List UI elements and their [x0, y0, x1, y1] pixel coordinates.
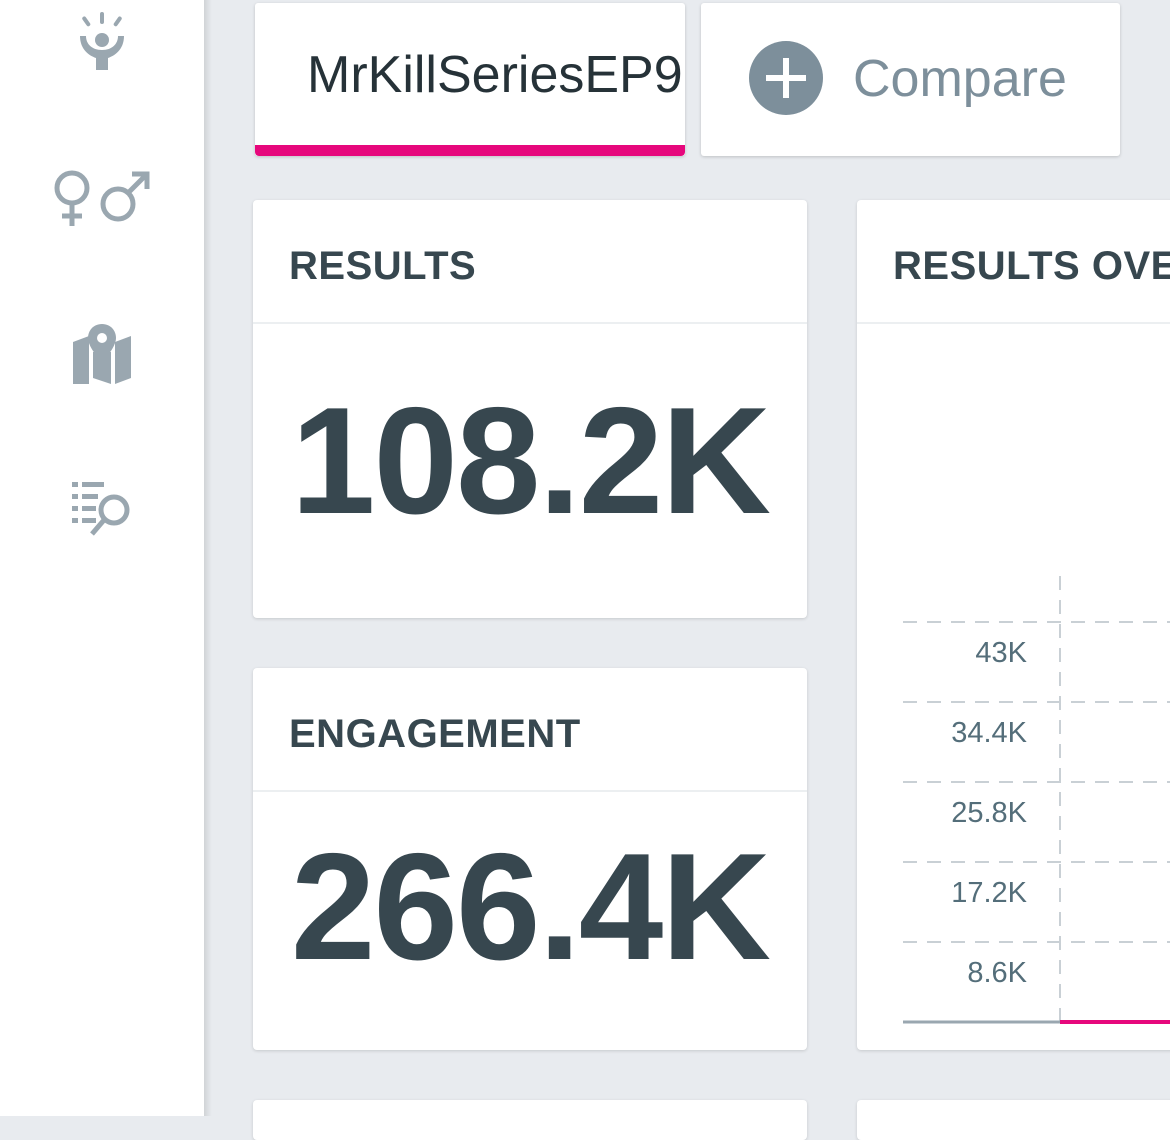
interests-icon[interactable]	[50, 10, 154, 76]
next-card	[253, 1100, 807, 1140]
search-list-icon[interactable]	[50, 478, 154, 540]
results-over-time-title: RESULTS OVE	[893, 244, 1170, 288]
sidebar-shadow	[204, 0, 212, 1116]
card-header: RESULTS	[253, 200, 807, 324]
x-tick-label: 26 Aug	[1015, 1047, 1105, 1050]
results-title: RESULTS	[289, 244, 477, 288]
engagement-value: 266.4K	[290, 822, 771, 992]
y-tick-label: 43K	[975, 637, 1027, 669]
compare-button[interactable]: Compare	[701, 3, 1120, 156]
results-over-time-card: RESULTS OVE 43K 34.4K 25.8K 17.2K 8.6K 26 Aug	[857, 200, 1170, 1050]
y-tick-label: 25.8K	[951, 797, 1027, 829]
card-header: ENGAGEMENT	[253, 668, 807, 792]
y-tick-label: 17.2K	[951, 877, 1027, 909]
y-tick-label: 34.4K	[951, 717, 1027, 749]
y-tick-label: 8.6K	[967, 957, 1027, 989]
next-card	[857, 1100, 1170, 1140]
card-header: RESULTS OVE	[857, 200, 1170, 324]
gender-icon[interactable]	[50, 168, 154, 230]
engagement-card: ENGAGEMENT 266.4K	[253, 668, 807, 1050]
tab-label: MrKillSeriesEP9	[307, 46, 683, 104]
tab-mrkillseriesep9[interactable]: MrKillSeriesEP9	[255, 3, 685, 156]
results-over-time-chart: 43K 34.4K 25.8K 17.2K 8.6K 26 Aug	[903, 576, 1170, 1050]
results-value: 108.2K	[290, 376, 771, 546]
active-tab-indicator	[255, 145, 685, 156]
results-card: RESULTS 108.2K	[253, 200, 807, 618]
map-location-icon[interactable]	[50, 322, 154, 386]
compare-label: Compare	[853, 50, 1067, 108]
add-circle-icon	[749, 41, 823, 115]
engagement-title: ENGAGEMENT	[289, 712, 581, 756]
sidebar	[0, 0, 204, 1116]
